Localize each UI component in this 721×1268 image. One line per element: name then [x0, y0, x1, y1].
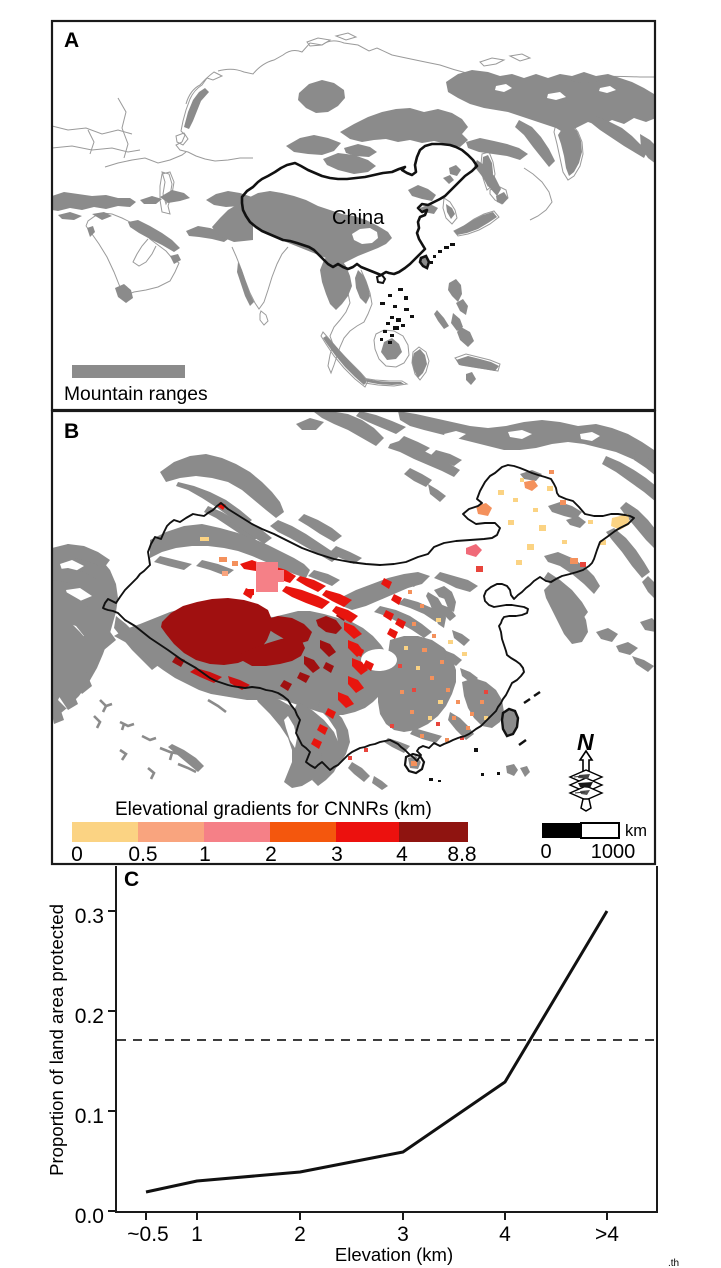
svg-text:0.2: 0.2 [75, 1005, 104, 1028]
svg-text:8.8: 8.8 [447, 843, 476, 866]
svg-text:B: B [64, 420, 79, 443]
svg-text:0: 0 [71, 843, 83, 866]
svg-text:0.0: 0.0 [75, 1205, 104, 1228]
svg-text:Elevation (km): Elevation (km) [335, 1244, 453, 1265]
svg-text:2: 2 [265, 843, 277, 866]
svg-text:~0.5: ~0.5 [127, 1223, 168, 1246]
svg-text:4: 4 [499, 1223, 511, 1246]
svg-text:.th: .th [668, 1258, 679, 1268]
svg-text:1: 1 [199, 843, 211, 866]
svg-text:0.5: 0.5 [128, 843, 157, 866]
svg-text:Mountain ranges: Mountain ranges [64, 384, 208, 405]
svg-text:0.1: 0.1 [75, 1105, 104, 1128]
svg-text:3: 3 [397, 1223, 409, 1246]
svg-text:Proportion of land area protec: Proportion of land area protected [46, 904, 67, 1176]
svg-text:A: A [64, 29, 79, 52]
svg-text:0: 0 [540, 841, 551, 863]
svg-text:>4: >4 [595, 1223, 619, 1246]
svg-text:1: 1 [191, 1223, 203, 1246]
svg-text:4: 4 [396, 843, 408, 866]
svg-text:C: C [124, 868, 139, 891]
svg-text:China: China [332, 207, 385, 229]
svg-text:2: 2 [294, 1223, 306, 1246]
svg-text:3: 3 [331, 843, 343, 866]
svg-text:Elevational gradients for CNNR: Elevational gradients for CNNRs (km) [115, 799, 432, 820]
svg-text:N: N [577, 729, 594, 755]
svg-text:0.3: 0.3 [75, 905, 104, 928]
svg-text:1000: 1000 [591, 841, 636, 863]
svg-text:km: km [625, 822, 647, 840]
